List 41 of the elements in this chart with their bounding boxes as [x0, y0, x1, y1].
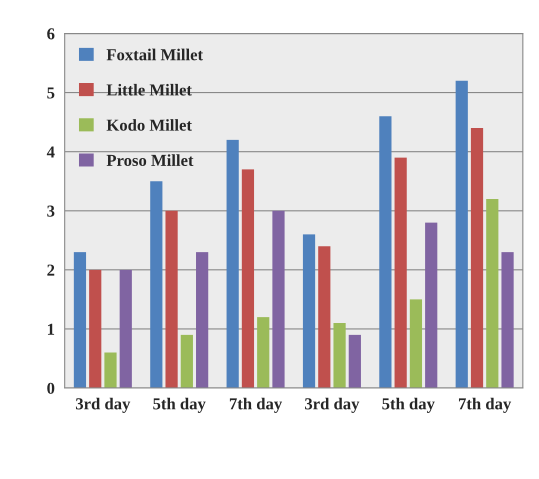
x-tick-label: 5th day	[382, 398, 435, 413]
y-tick-label: 0	[47, 382, 54, 394]
bar	[333, 323, 346, 388]
bar	[318, 246, 330, 388]
bar	[425, 222, 438, 388]
bar	[348, 334, 361, 388]
legend-label: Little Millet	[106, 84, 192, 96]
bar	[226, 140, 239, 388]
y-tick-label: 4	[46, 146, 55, 158]
legend-label: Foxtail Millet	[106, 48, 203, 60]
bar	[150, 181, 162, 388]
legend-label: Proso Millet	[106, 154, 194, 166]
bar	[302, 234, 316, 388]
bar	[180, 334, 193, 388]
x-tick-label: 7th day	[230, 398, 282, 413]
bar	[501, 252, 514, 388]
y-tick-label: 2	[47, 264, 54, 276]
y-tick-label: 3	[47, 206, 54, 217]
x-tick-label: 3rd day	[305, 398, 360, 413]
bar	[379, 116, 392, 388]
x-tick-label: 7th day	[458, 398, 512, 413]
bar	[196, 252, 208, 388]
y-tick-label: 1	[48, 324, 54, 335]
bar	[272, 210, 285, 388]
x-tick-label: 5th day	[153, 398, 206, 413]
bar	[456, 80, 468, 388]
x-tick-label: 3rd day	[76, 398, 130, 413]
bar	[74, 252, 86, 388]
legend-label: Kodo Millet	[106, 119, 192, 131]
y-tick-label: 6	[47, 28, 54, 40]
bar	[165, 210, 178, 388]
bar	[394, 158, 407, 388]
y-tick-label: 5	[47, 87, 54, 99]
bar	[470, 128, 484, 388]
bar	[242, 169, 254, 388]
bar	[120, 270, 132, 388]
bar	[89, 270, 102, 388]
bar	[486, 198, 498, 388]
bar	[257, 317, 270, 388]
bar	[410, 299, 422, 388]
bar	[104, 352, 117, 388]
